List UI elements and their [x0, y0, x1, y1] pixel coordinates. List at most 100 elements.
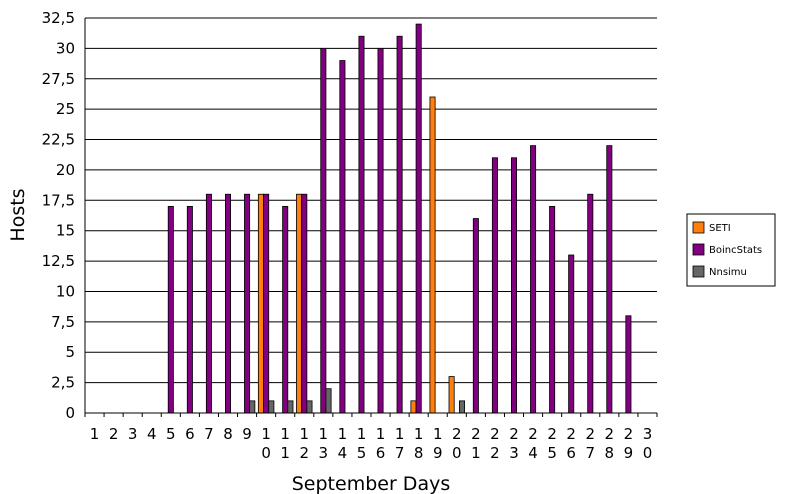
bar-seti: [429, 96, 436, 414]
x-tick-label: 3: [509, 444, 519, 462]
x-tick-label: 8: [605, 444, 615, 462]
y-tick-label: 17,5: [42, 191, 75, 209]
y-tick-label: 25: [56, 100, 75, 118]
x-tick-label: 1: [433, 425, 443, 443]
bar-boincstats: [568, 254, 575, 414]
bar-nnsimu: [268, 400, 275, 414]
x-tick-label: 2: [490, 425, 500, 443]
bar-nnsimu: [306, 400, 313, 414]
legend-label-nnsimu: Nnsimu: [709, 267, 747, 278]
bar-boincstats: [396, 35, 403, 414]
bar-boincstats: [510, 157, 517, 414]
x-tick-label: 1: [280, 425, 290, 443]
bar-boincstats: [263, 193, 270, 414]
x-tick-label: 3: [128, 425, 138, 443]
x-tick-label: 2: [528, 425, 538, 443]
x-tick-label: 3: [643, 425, 653, 443]
bar-seti: [410, 400, 417, 414]
x-tick-label: 2: [585, 425, 595, 443]
y-tick-label: 0: [65, 404, 75, 422]
bar-boincstats: [530, 145, 537, 414]
x-tick-label: 0: [452, 444, 462, 462]
x-tick-label: 6: [376, 444, 386, 462]
x-tick-label: 7: [585, 444, 595, 462]
bar-boincstats: [549, 205, 556, 414]
y-tick-label: 32,5: [42, 9, 75, 27]
x-tick-label: 0: [261, 444, 271, 462]
bar-boincstats: [587, 193, 594, 414]
y-tick-label: 27,5: [42, 70, 75, 88]
x-tick-label: 7: [395, 444, 405, 462]
x-tick-label: 1: [357, 425, 367, 443]
y-tick-label: 22,5: [42, 131, 75, 149]
x-tick-label: 2: [471, 425, 481, 443]
bar-nnsimu: [458, 400, 465, 414]
x-tick-label: 2: [547, 425, 557, 443]
bar-seti: [296, 193, 303, 414]
bar-boincstats: [377, 47, 384, 414]
bar-boincstats: [205, 193, 212, 414]
bar-boincstats: [472, 218, 479, 414]
x-tick-label: 2: [490, 444, 500, 462]
y-tick-label: 7,5: [51, 313, 75, 331]
y-axis-title: Hosts: [7, 188, 29, 241]
x-tick-label: 1: [395, 425, 405, 443]
bar-boincstats: [625, 315, 632, 414]
y-tick-label: 15: [56, 222, 75, 240]
legend-swatch-seti: [692, 221, 705, 234]
x-tick-label: 4: [528, 444, 538, 462]
y-tick-label: 2,5: [51, 374, 75, 392]
x-tick-label: 7: [204, 425, 214, 443]
x-tick-label: 6: [185, 425, 195, 443]
bars-layer: [167, 23, 632, 414]
x-tick-label: 1: [471, 444, 481, 462]
x-tick-label: 2: [299, 444, 309, 462]
bar-boincstats: [415, 23, 422, 414]
x-tick-label: 1: [414, 425, 424, 443]
legend-swatch-nnsimu: [692, 265, 705, 278]
x-tick-label: 8: [223, 425, 233, 443]
bar-seti: [257, 193, 264, 414]
x-tick-label: 5: [357, 444, 367, 462]
x-tick-label: 2: [605, 425, 615, 443]
bar-boincstats: [301, 193, 308, 414]
bar-boincstats: [186, 205, 193, 414]
x-tick-label: 8: [414, 444, 424, 462]
y-tick-label: 10: [56, 282, 75, 300]
bar-boincstats: [358, 35, 365, 414]
x-tick-label: 1: [90, 425, 100, 443]
x-tick-label: 5: [166, 425, 176, 443]
bar-seti: [448, 376, 455, 414]
bar-nnsimu: [287, 400, 294, 414]
x-tick-label: 1: [338, 425, 348, 443]
x-tick-label: 5: [547, 444, 557, 462]
legend: SETI BoincStats Nnsimu: [686, 213, 776, 287]
bar-boincstats: [282, 205, 289, 414]
y-tick-label: 12,5: [42, 252, 75, 270]
bar-boincstats: [339, 60, 346, 414]
legend-swatch-boincstats: [692, 243, 705, 256]
y-tick-label: 30: [56, 39, 75, 57]
x-axis-title: September Days: [292, 473, 450, 494]
legend-label-boincstats: BoincStats: [709, 245, 762, 256]
bar-boincstats: [167, 205, 174, 414]
bar-boincstats: [491, 157, 498, 414]
x-tick-label: 2: [509, 425, 519, 443]
legend-label-seti: SETI: [709, 223, 731, 234]
x-tick-label: 2: [109, 425, 119, 443]
x-tick-label: 2: [624, 425, 634, 443]
bar-boincstats: [320, 47, 327, 414]
x-tick-label: 1: [376, 425, 386, 443]
x-tick-label: 4: [147, 425, 157, 443]
bar-boincstats: [244, 193, 251, 414]
grid-layer: [85, 17, 657, 414]
x-tick-label: 1: [319, 425, 329, 443]
x-tick-label: 0: [643, 444, 653, 462]
x-tick-label: 9: [242, 425, 252, 443]
bar-boincstats: [224, 193, 231, 414]
x-tick-label: 6: [566, 444, 576, 462]
x-tick-label: 3: [319, 444, 329, 462]
y-tick-label: 20: [56, 161, 75, 179]
